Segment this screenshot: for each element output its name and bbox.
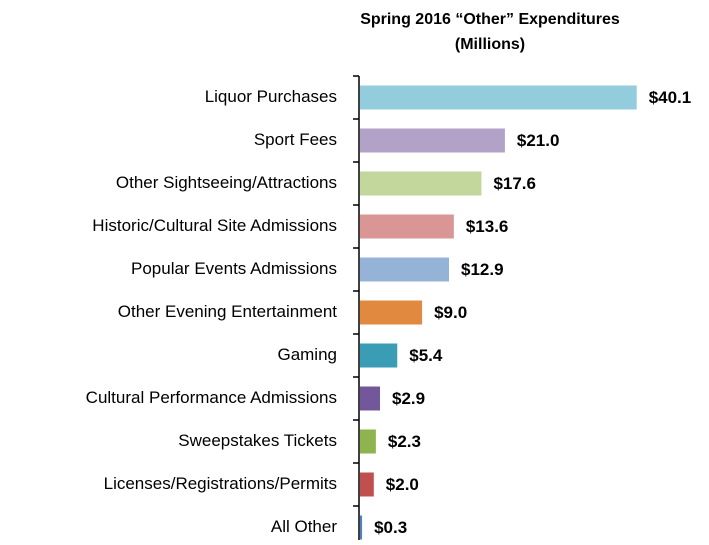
- value-label: $40.1: [649, 88, 692, 107]
- bar: [360, 515, 363, 540]
- bar: [360, 214, 454, 239]
- category-label: Licenses/Registrations/Permits: [104, 474, 337, 493]
- bar: [360, 472, 374, 497]
- bar: [360, 429, 376, 454]
- value-label: $2.9: [392, 389, 425, 408]
- chart-subtitle: (Millions): [455, 36, 525, 53]
- value-label: $2.3: [388, 432, 421, 451]
- value-label: $9.0: [434, 303, 467, 322]
- bar: [360, 85, 637, 110]
- category-label: Liquor Purchases: [205, 87, 337, 106]
- value-label: $2.0: [386, 475, 419, 494]
- bar: [360, 257, 450, 282]
- value-label: $13.6: [466, 217, 509, 236]
- bar: [360, 171, 482, 196]
- category-label: Other Evening Entertainment: [118, 302, 338, 321]
- bar: [360, 300, 423, 325]
- value-label: $5.4: [409, 346, 443, 365]
- category-label: Popular Events Admissions: [131, 259, 337, 278]
- category-label: Cultural Performance Admissions: [86, 388, 337, 407]
- bar: [360, 128, 505, 153]
- value-label: $0.3: [374, 518, 407, 537]
- bar: [360, 343, 398, 368]
- category-label: Sweepstakes Tickets: [178, 431, 337, 450]
- chart-title: Spring 2016 “Other” Expenditures: [360, 11, 620, 28]
- category-label: Other Sightseeing/Attractions: [116, 173, 337, 192]
- category-label: All Other: [271, 517, 337, 536]
- category-label: Gaming: [277, 345, 337, 364]
- bar: [360, 386, 381, 411]
- category-label: Historic/Cultural Site Admissions: [92, 216, 337, 235]
- value-label: $17.6: [493, 174, 536, 193]
- category-label: Sport Fees: [254, 130, 337, 149]
- value-label: $21.0: [517, 131, 560, 150]
- value-label: $12.9: [461, 260, 504, 279]
